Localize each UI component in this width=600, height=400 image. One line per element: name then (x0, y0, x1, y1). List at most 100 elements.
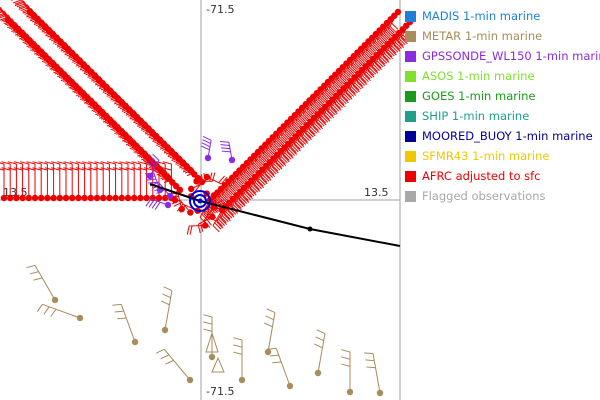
legend-label: MADIS 1-min marine (422, 9, 541, 23)
barb-flag (260, 154, 268, 162)
barb-flag (141, 125, 150, 130)
barb-flag (1, 17, 11, 22)
storm-track-line (199, 200, 401, 247)
barb-flag (313, 122, 321, 130)
barb-flag (242, 195, 250, 203)
barb-flag (35, 51, 45, 56)
barb-flag (148, 199, 155, 208)
barb-flag (18, 4, 28, 9)
barb-flag (183, 166, 192, 171)
barb-flag (145, 175, 155, 178)
barb-flag (81, 67, 91, 72)
barb-flag (200, 222, 204, 232)
barb-flag (91, 76, 101, 81)
barb-flag (83, 99, 93, 104)
barb-dot (208, 353, 216, 361)
barb-flag (81, 161, 91, 165)
barb-flag (83, 97, 93, 102)
barb-flag (110, 95, 120, 100)
barb-flag (112, 97, 122, 102)
barb-flag (374, 63, 382, 71)
barb-flag (129, 145, 139, 150)
barb-flag (121, 137, 131, 142)
barb-flag (354, 82, 362, 90)
barb-flag (346, 89, 355, 97)
barb-flag (238, 176, 246, 185)
barb-flag (287, 148, 296, 156)
barb-flag (72, 58, 81, 63)
barb-flag (393, 44, 401, 52)
barb-flag (34, 50, 43, 55)
barb-dot (124, 194, 132, 202)
legend-item: MOORED_BUOY 1-min marine (405, 126, 600, 146)
barb-flag (365, 51, 373, 59)
barb-flag (98, 83, 108, 88)
barb-flag (328, 87, 336, 96)
barb-flag (171, 155, 181, 160)
barb-dot (238, 376, 246, 384)
barb-shaft (267, 312, 276, 353)
barb-flag (372, 43, 380, 51)
barb-flag (175, 160, 185, 165)
barb-flag (160, 145, 169, 150)
barb-flag (267, 347, 277, 350)
barb-flag (87, 101, 97, 106)
barb-flag (232, 203, 240, 212)
barb-flag (330, 84, 338, 92)
barb-flag (150, 156, 158, 164)
barb-flag (343, 73, 351, 81)
barb-flag (146, 131, 156, 136)
barb-flag (243, 172, 251, 180)
barb-flag (260, 177, 268, 185)
barb-flag (363, 74, 371, 82)
barb-flag (83, 70, 93, 75)
barb-dot (187, 185, 195, 193)
barb-flag (102, 118, 112, 123)
barb-flag (110, 126, 120, 131)
barb-flag (202, 139, 211, 144)
barb-flag (50, 308, 57, 317)
barb-shaft (275, 348, 291, 387)
barb-flag (275, 162, 283, 170)
barb-flag (297, 118, 305, 126)
barb-flag (234, 180, 242, 188)
barb-flag (52, 39, 62, 44)
barb-flag (154, 139, 164, 144)
barb-flag (123, 138, 133, 143)
barb-flag (38, 167, 48, 171)
barb-flag (106, 122, 116, 127)
barb-flag (314, 343, 323, 349)
legend-item: METAR 1-min marine (405, 26, 600, 46)
barb-flag (142, 127, 152, 132)
barb-flag (94, 161, 104, 165)
barb-flag (146, 160, 156, 166)
barb-flag (330, 107, 338, 115)
barb-flag (43, 58, 53, 64)
barb-dot (76, 314, 84, 322)
barb-flag (280, 156, 288, 164)
barb-flag (186, 172, 196, 177)
barb-flag (33, 20, 43, 26)
legend-label: AFRC adjusted to sfc (422, 169, 541, 183)
barb-flag (383, 32, 392, 40)
barb-flag (129, 113, 139, 118)
barb-flag (148, 181, 158, 184)
barb-flag (45, 32, 55, 37)
barb-flag (54, 70, 64, 75)
barb-flag (169, 154, 179, 159)
barb-flag (227, 210, 235, 218)
barb-flag (79, 93, 89, 98)
barb-flag (155, 348, 165, 354)
barb-flag (26, 264, 36, 269)
barb-flag (133, 119, 143, 124)
barb-flag (167, 153, 177, 158)
barb-flag (202, 136, 212, 141)
barb-flag (295, 121, 303, 129)
barb-flag (13, 161, 23, 165)
barb-flag (216, 199, 224, 207)
barb-flag (125, 167, 135, 171)
barb-flag (170, 179, 179, 185)
barb-dot (376, 389, 384, 397)
observation-barbs (0, 0, 414, 397)
barb-flag (79, 64, 89, 69)
